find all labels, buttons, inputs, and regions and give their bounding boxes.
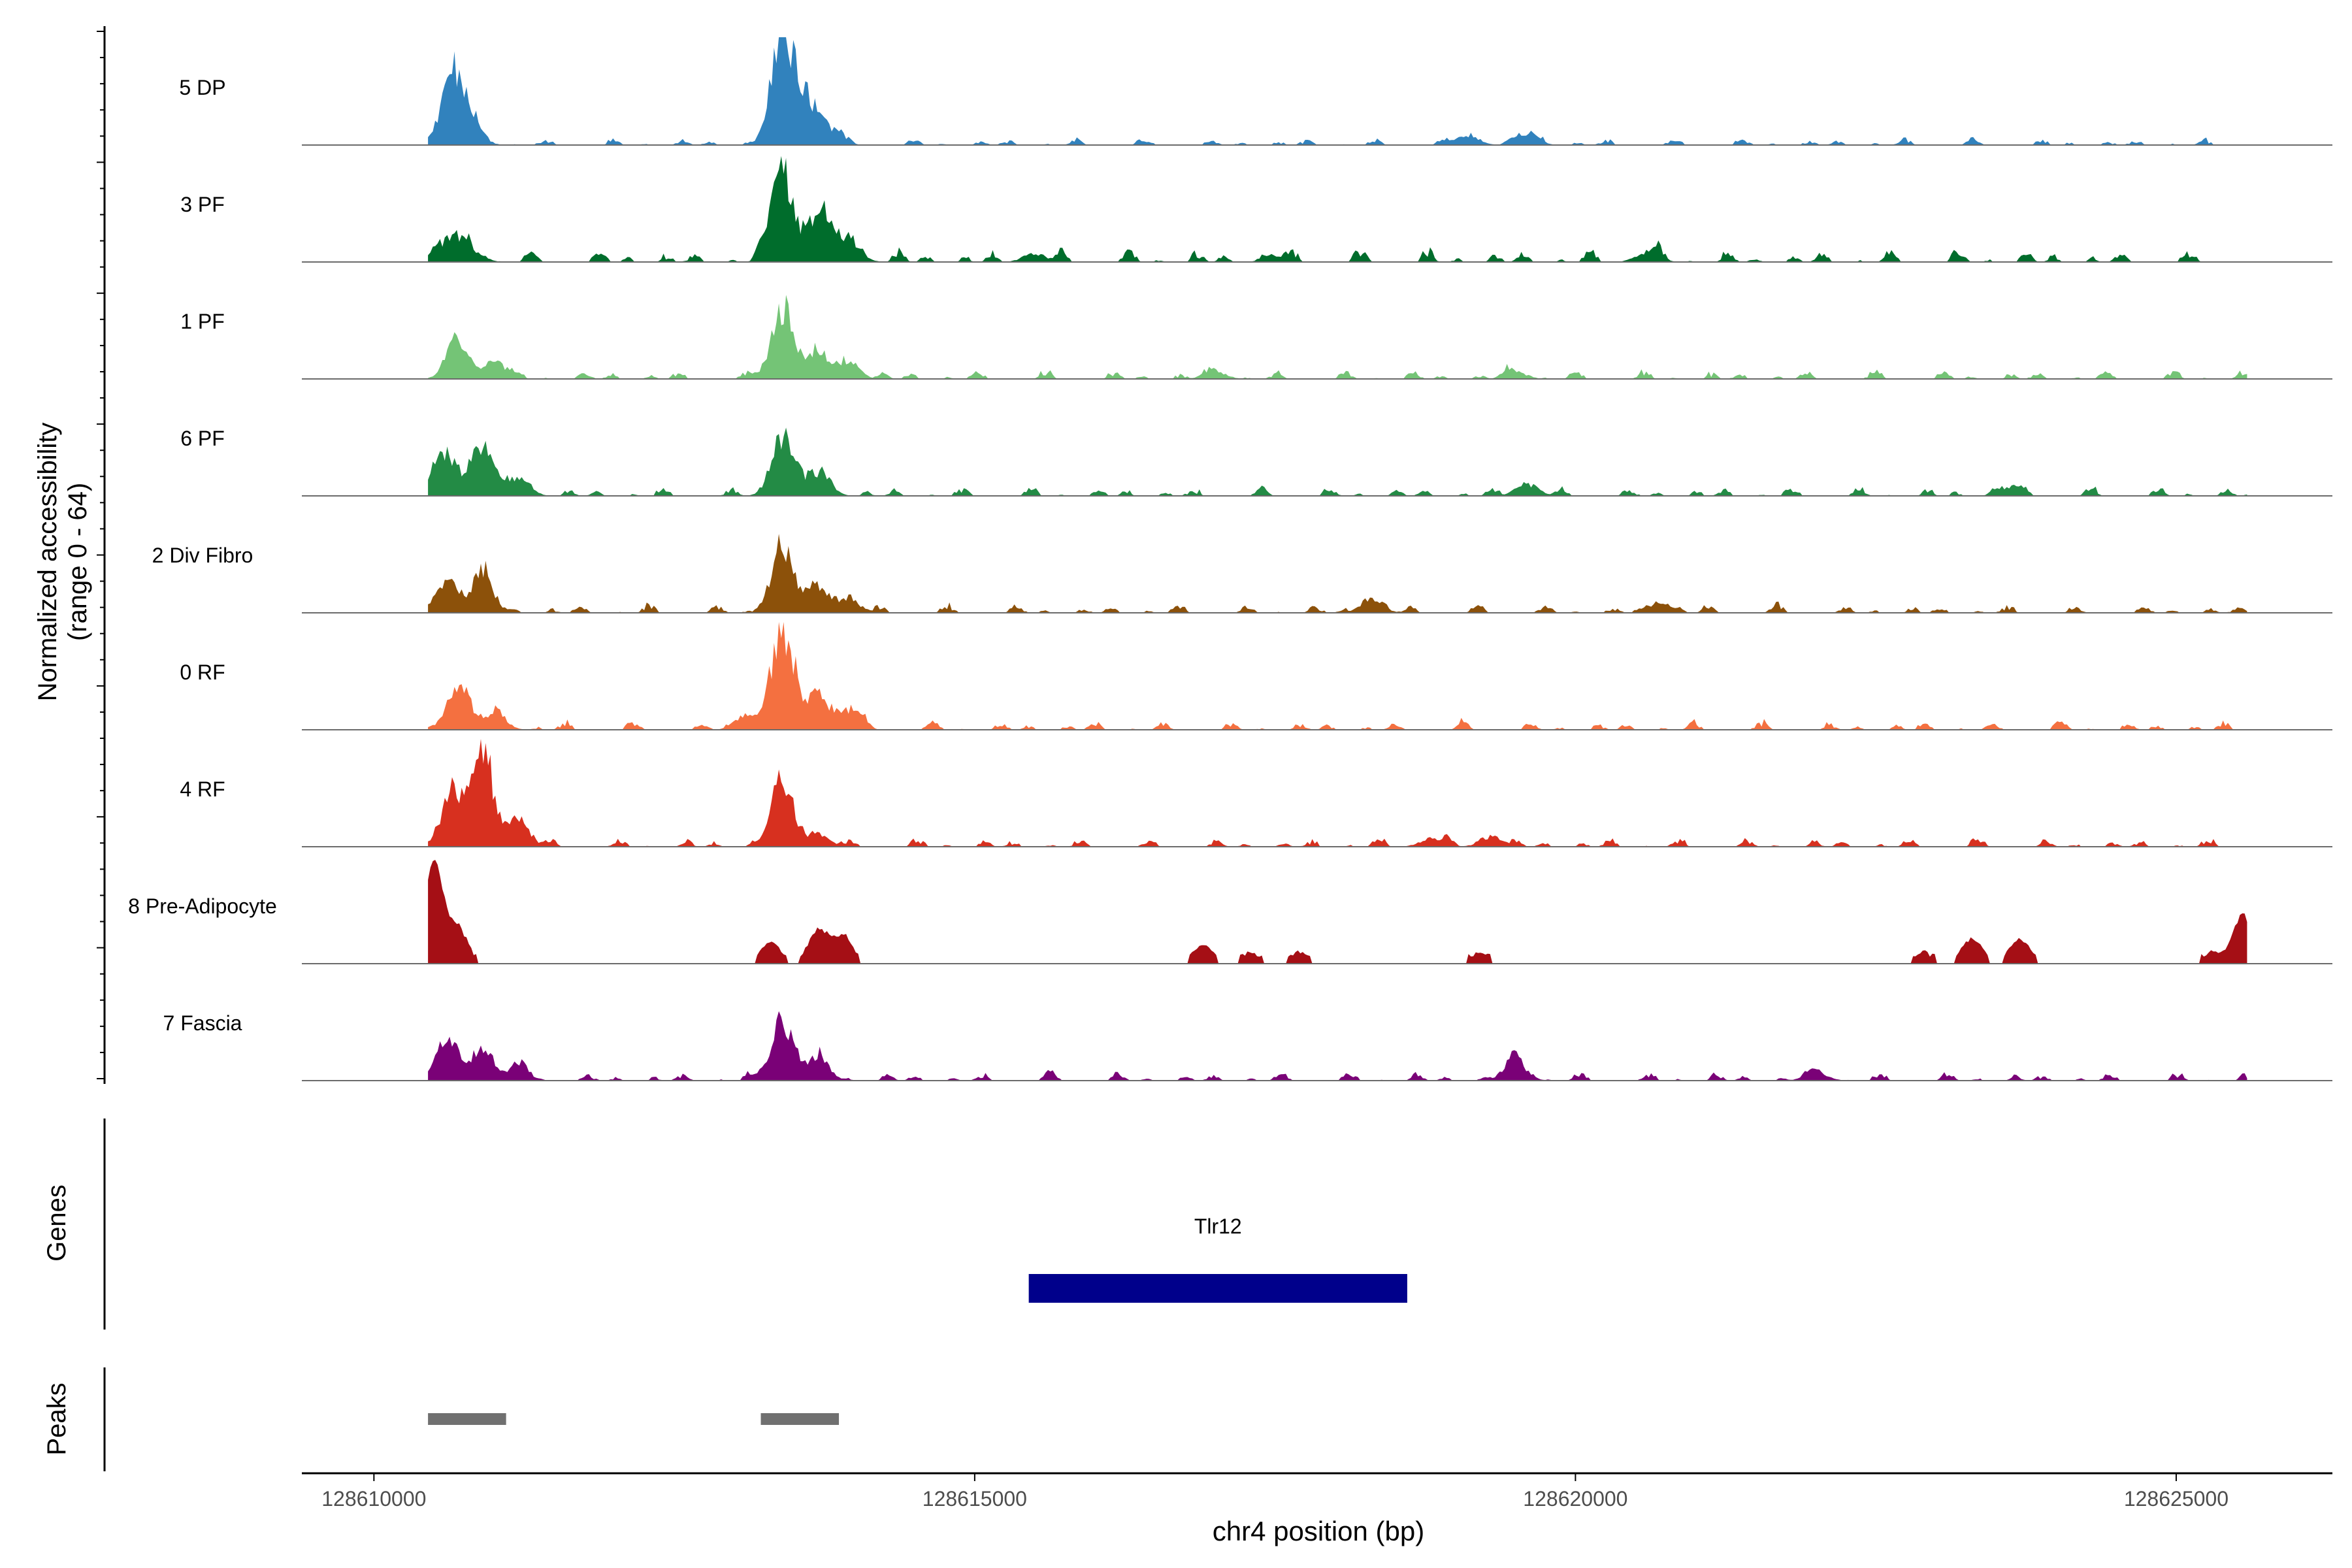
coverage-area: [428, 155, 2247, 262]
accessibility-y-axis: [97, 26, 106, 1084]
coverage-area: [428, 295, 2247, 379]
peak-region: [760, 1413, 840, 1425]
y-axis-range-label: (range 0 - 64): [63, 483, 92, 641]
x-tick-label: 128610000: [321, 1487, 426, 1511]
coverage-area: [428, 427, 2247, 496]
track-8-pre-adipocyte: 8 Pre-Adipocyte: [128, 860, 2332, 964]
coverage-area: [428, 739, 2247, 847]
coverage-tracks: 5 DP 3 PF 1 PF 6 PF 2 Div Fibro 0 RF 4 RF 8 Pre…: [128, 37, 2332, 1081]
track-label: 6 PF: [180, 427, 225, 450]
track-4-rf: 4 RF: [180, 739, 2332, 847]
x-axis-title: chr4 position (bp): [1213, 1516, 1425, 1546]
coverage-area: [428, 37, 2247, 145]
track-7-fascia: 7 Fascia: [163, 1011, 2332, 1081]
gene-body-tlr12: [1028, 1274, 1407, 1303]
track-label: 3 PF: [180, 193, 225, 216]
track-label: 1 PF: [180, 310, 225, 333]
track-5-dp: 5 DP: [179, 37, 2332, 146]
track-3-pf: 3 PF: [180, 155, 2332, 263]
coverage-area: [428, 860, 2247, 964]
peak-region: [428, 1413, 506, 1425]
x-tick-label: 128625000: [2124, 1487, 2229, 1511]
track-6-pf: 6 PF: [180, 427, 2332, 497]
track-label: 7 Fascia: [163, 1011, 242, 1035]
y-axis-title: Normalized accessibility: [33, 423, 62, 702]
peak-regions-track: [428, 1413, 840, 1425]
track-2-div-fibro: 2 Div Fibro: [152, 534, 2332, 613]
coverage-area: [428, 1011, 2247, 1081]
track-label: 2 Div Fibro: [152, 544, 253, 567]
track-label: 0 RF: [180, 661, 225, 684]
track-label: 4 RF: [180, 777, 225, 801]
genes-panel-label: Genes: [42, 1184, 71, 1262]
track-0-rf: 0 RF: [180, 622, 2332, 730]
coverage-area: [428, 534, 2247, 613]
peaks-panel-label: Peaks: [42, 1382, 71, 1455]
gene-annotation-track: Tlr12: [1028, 1215, 1407, 1303]
x-tick-label: 128620000: [1523, 1487, 1627, 1511]
track-1-pf: 1 PF: [180, 295, 2332, 380]
track-label: 5 DP: [179, 76, 225, 99]
genomic-position-axis: 128610000 128615000 128620000 128625000: [302, 1472, 2332, 1511]
track-label: 8 Pre-Adipocyte: [128, 894, 277, 918]
gene-label: Tlr12: [1194, 1215, 1242, 1238]
x-tick-label: 128615000: [923, 1487, 1027, 1511]
coverage-area: [428, 622, 2247, 730]
